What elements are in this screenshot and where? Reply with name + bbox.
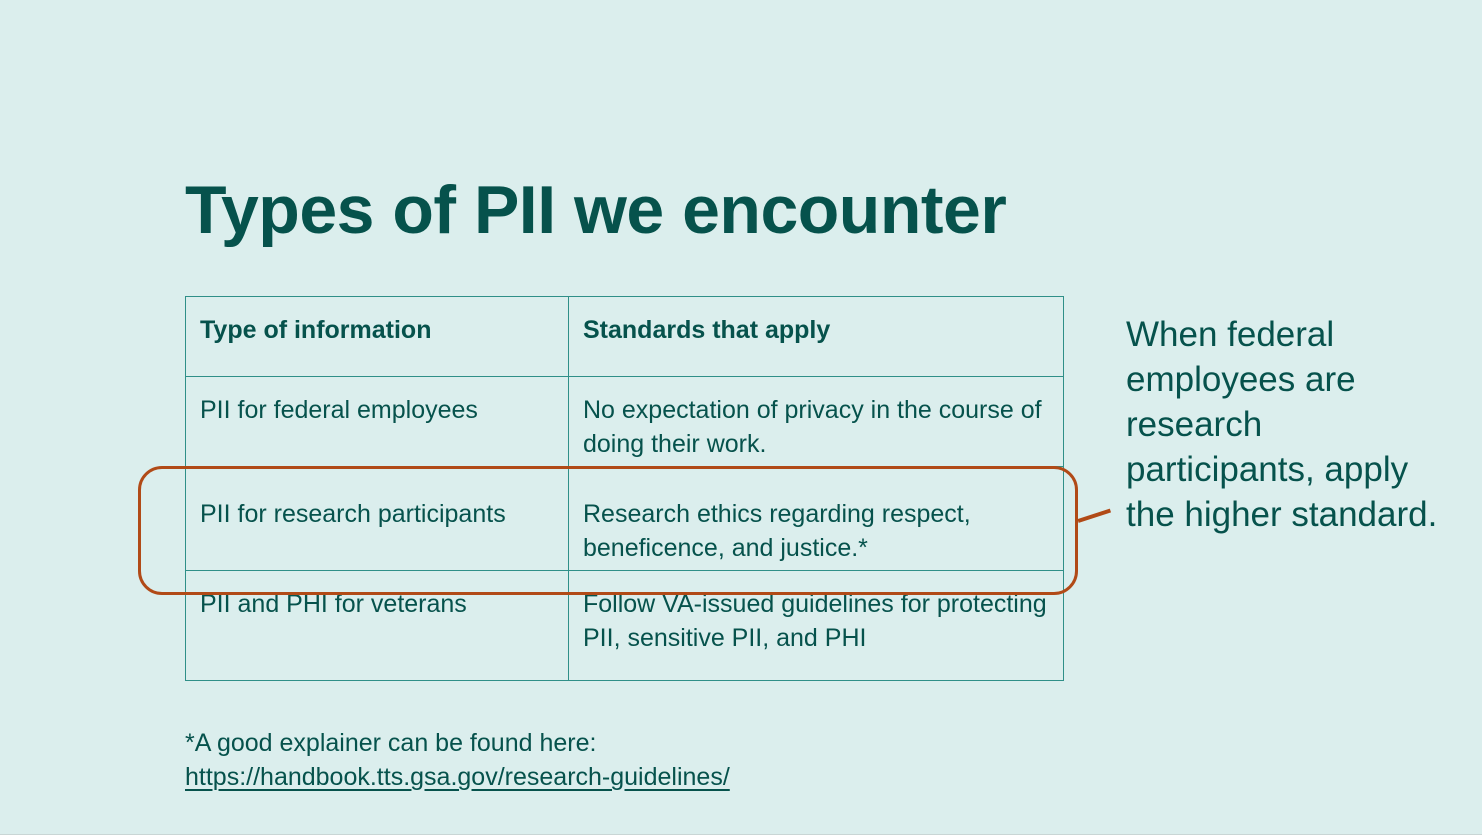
table-row: PII for federal employees No expectation…: [185, 376, 1064, 467]
footnote-text: *A good explainer can be found here:: [185, 729, 597, 757]
pii-table: Type of information Standards that apply…: [185, 296, 1064, 681]
row-veterans-type: PII and PHI for veterans: [185, 570, 569, 681]
row-veterans-standard: Follow VA-issued guidelines for protecti…: [568, 570, 1064, 681]
row-research-participants-type: PII for research participants: [185, 466, 569, 571]
research-guidelines-link[interactable]: https://handbook.tts.gsa.gov/research-gu…: [185, 763, 730, 791]
callout-connector-line: [1077, 508, 1111, 523]
slide-title: Types of PII we encounter: [185, 172, 1007, 248]
table-header-row: Type of information Standards that apply: [185, 296, 1064, 377]
table-row: PII and PHI for veterans Follow VA-issue…: [185, 570, 1064, 681]
row-research-participants-standard: Research ethics regarding respect, benef…: [568, 466, 1064, 571]
header-standards-that-apply: Standards that apply: [568, 296, 1064, 377]
table-row: PII for research participants Research e…: [185, 466, 1064, 571]
header-type-of-information: Type of information: [185, 296, 569, 377]
row-federal-employees-type: PII for federal employees: [185, 376, 569, 467]
row-federal-employees-standard: No expectation of privacy in the course …: [568, 376, 1064, 467]
callout-text: When federal employees are research part…: [1126, 315, 1438, 534]
footnote: *A good explainer can be found here: htt…: [185, 726, 730, 794]
